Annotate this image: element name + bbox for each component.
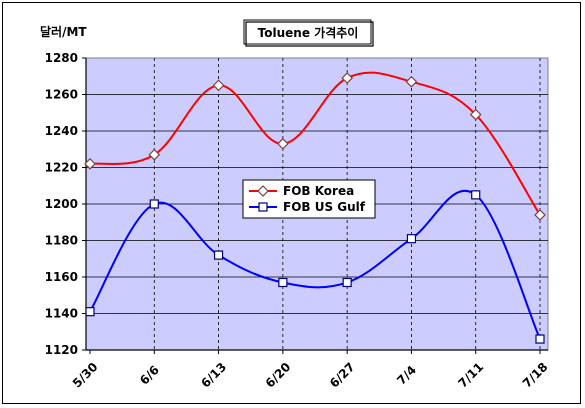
y-tick-label: 1200: [45, 197, 78, 211]
data-point-fob-us-gulf: [278, 277, 288, 288]
data-point-fob-us-gulf: [342, 277, 352, 288]
y-tick-label: 1140: [45, 307, 78, 321]
data-point-fob-korea: [148, 148, 161, 161]
y-tick-label: 1240: [45, 124, 78, 138]
y-tick-label: 1280: [45, 51, 78, 65]
data-point-fob-korea: [405, 75, 418, 88]
data-point-fob-us-gulf: [471, 190, 481, 200]
x-tick-label: 7/18: [520, 360, 551, 391]
y-tick-label: 1160: [45, 270, 78, 284]
legend-marker-fob-us-gulf: [258, 202, 268, 212]
x-tick-label: 6/20: [263, 360, 294, 391]
y-tick-label: 1120: [45, 343, 78, 357]
x-tick-label: 6/27: [327, 360, 358, 391]
x-tick-label: 6/13: [198, 360, 229, 391]
chart-title-text: Toluene 가격추이: [258, 25, 359, 40]
data-point-fob-korea: [341, 72, 353, 84]
data-point-fob-us-gulf: [535, 334, 545, 344]
data-point-fob-korea: [212, 79, 225, 92]
data-point-fob-us-gulf: [149, 199, 159, 209]
data-point-fob-korea: [534, 209, 546, 221]
x-tick-label: 7/11: [456, 360, 487, 391]
legend-box: [242, 179, 376, 219]
data-point-fob-korea: [469, 108, 482, 121]
x-tick-label: 6/6: [137, 363, 162, 388]
y-tick-label: 1220: [45, 161, 78, 175]
legend-label-fob-us-gulf: FOB US Gulf: [283, 200, 366, 214]
y-unit-label: 달러/MT: [40, 24, 87, 39]
chart-title: Toluene 가격추이: [243, 19, 374, 47]
y-tick-label: 1260: [45, 88, 78, 102]
data-point-fob-korea: [277, 137, 289, 150]
legend: FOB Korea FOB US Gulf: [242, 179, 376, 219]
data-point-fob-us-gulf: [213, 250, 224, 260]
x-tick-label: 7/4: [394, 363, 419, 388]
legend-label-fob-korea: FOB Korea: [283, 184, 354, 198]
legend-marker-fob-korea: [257, 185, 269, 197]
y-tick-label: 1180: [45, 234, 78, 248]
data-point-fob-us-gulf: [85, 307, 95, 317]
data-point-fob-korea: [84, 158, 96, 170]
data-point-fob-us-gulf: [406, 234, 417, 244]
x-tick-label: 5/30: [70, 360, 101, 391]
